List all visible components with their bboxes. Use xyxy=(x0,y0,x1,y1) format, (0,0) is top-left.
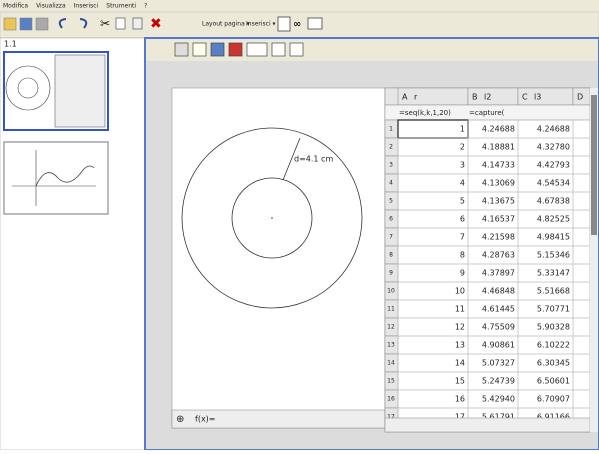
row-number: 6 xyxy=(389,216,393,223)
row-number: 15 xyxy=(387,378,395,385)
column-name: l2 xyxy=(484,93,491,102)
menu-item[interactable]: Strumenti xyxy=(106,3,136,10)
cell: 7 xyxy=(460,233,465,242)
svg-text:✂: ✂ xyxy=(100,17,110,31)
distance-label: d=4.1 cm xyxy=(294,155,333,164)
cell: 15 xyxy=(455,377,465,386)
column-formula: =capture( xyxy=(469,109,505,117)
scroll-thumb[interactable] xyxy=(591,95,597,235)
cell: 5.15346 xyxy=(537,251,570,260)
cell: 5.33147 xyxy=(537,269,570,278)
cell: 6.70907 xyxy=(537,395,570,404)
column-formula: =seq(k,k,1,20) xyxy=(399,109,451,117)
cell: 6.30345 xyxy=(537,359,570,368)
cell: 16 xyxy=(455,395,465,404)
entry-icon: ⊕ xyxy=(176,414,184,425)
sheet-footer xyxy=(385,418,590,432)
row-number: 3 xyxy=(389,162,393,169)
svg-text:✖: ✖ xyxy=(150,16,162,32)
insert-button[interactable]: Inserisci ▾ xyxy=(246,21,276,28)
row-number: 2 xyxy=(389,144,393,151)
app-toolbar-icons[interactable] xyxy=(175,43,303,56)
cell: 4.14733 xyxy=(482,161,515,170)
cell: 4.61445 xyxy=(482,305,515,314)
row-number: 4 xyxy=(389,180,393,187)
column-letter: A xyxy=(402,93,408,102)
cell: 4.37897 xyxy=(482,269,515,278)
cell: 4.32780 xyxy=(537,143,570,152)
cell: 6.50601 xyxy=(537,377,570,386)
cell: 13 xyxy=(455,341,465,350)
cell: 11 xyxy=(455,305,465,314)
cell: 10 xyxy=(455,287,465,296)
cell: 4.24688 xyxy=(482,125,515,134)
cell: 12 xyxy=(455,323,465,332)
menu-item[interactable]: ? xyxy=(144,3,147,10)
cell: 4.28763 xyxy=(482,251,515,260)
menu-item[interactable]: Inserisci xyxy=(74,3,99,10)
row-number: 12 xyxy=(387,324,395,331)
cell: 4.54534 xyxy=(537,179,570,188)
cell: 4.98415 xyxy=(537,233,570,242)
cell: 2 xyxy=(460,143,465,152)
cell: 6.10222 xyxy=(537,341,570,350)
cell: 9 xyxy=(460,269,465,278)
cell: 4.46848 xyxy=(482,287,515,296)
cell: 4.18881 xyxy=(482,143,515,152)
cell: 5.24739 xyxy=(482,377,515,386)
cell: 4.16537 xyxy=(482,215,515,224)
row-number: 11 xyxy=(387,306,395,313)
cell: 6 xyxy=(460,215,465,224)
row-number: 7 xyxy=(389,234,393,241)
cell: 5.07327 xyxy=(482,359,515,368)
cell: 5 xyxy=(460,197,465,206)
row-number: 1 xyxy=(389,126,393,133)
cell: 4 xyxy=(460,179,465,188)
page-label: 1.1 xyxy=(4,40,17,49)
menu-item[interactable]: Visualizza xyxy=(36,3,66,10)
menu-item[interactable]: Modifica xyxy=(3,3,28,10)
cell: 3 xyxy=(460,161,465,170)
cell: 4.82525 xyxy=(537,215,570,224)
cell: 8 xyxy=(460,251,465,260)
cell: 5.70771 xyxy=(537,305,570,314)
row-number: 13 xyxy=(387,342,395,349)
cell-border xyxy=(398,120,468,138)
row-number: 8 xyxy=(389,252,393,259)
cell: 4.42793 xyxy=(537,161,570,170)
cell: 4.90861 xyxy=(482,341,515,350)
app-window: ✂ ✖ ∞ 1.1 d=4.1 cm ⊕ f(x)= ArBl2Cl3D=seq… xyxy=(0,0,599,450)
cell: 14 xyxy=(455,359,465,368)
column-name: l3 xyxy=(534,93,541,102)
cell: 4.21598 xyxy=(482,233,515,242)
cell: 4.13069 xyxy=(482,179,515,188)
svg-text:∞: ∞ xyxy=(293,19,301,30)
cell: 4.24688 xyxy=(537,125,570,134)
column-letter: C xyxy=(522,93,528,102)
row-number: 14 xyxy=(387,360,395,367)
column-header xyxy=(398,88,468,105)
menu: Modifica Visualizza Inserisci Strumenti? xyxy=(3,3,147,10)
cell: 4.75509 xyxy=(482,323,515,332)
layout-button[interactable]: Layout pagina ▾ xyxy=(202,21,250,28)
cell: 1 xyxy=(460,125,465,134)
column-letter: B xyxy=(472,93,478,102)
cell: 4.13675 xyxy=(482,197,515,206)
row-number: 9 xyxy=(389,270,393,277)
entry-text: f(x)= xyxy=(195,415,216,424)
row-number: 16 xyxy=(387,396,395,403)
cell: 5.42940 xyxy=(482,395,515,404)
cell: 4.67838 xyxy=(537,197,570,206)
column-letter: D xyxy=(577,93,583,102)
thumbnail-2[interactable] xyxy=(4,142,108,214)
row-number: 10 xyxy=(387,288,395,295)
center-point xyxy=(271,217,273,219)
cell: 5.51668 xyxy=(537,287,570,296)
cell: 5.90328 xyxy=(537,323,570,332)
row-number: 5 xyxy=(389,198,393,205)
